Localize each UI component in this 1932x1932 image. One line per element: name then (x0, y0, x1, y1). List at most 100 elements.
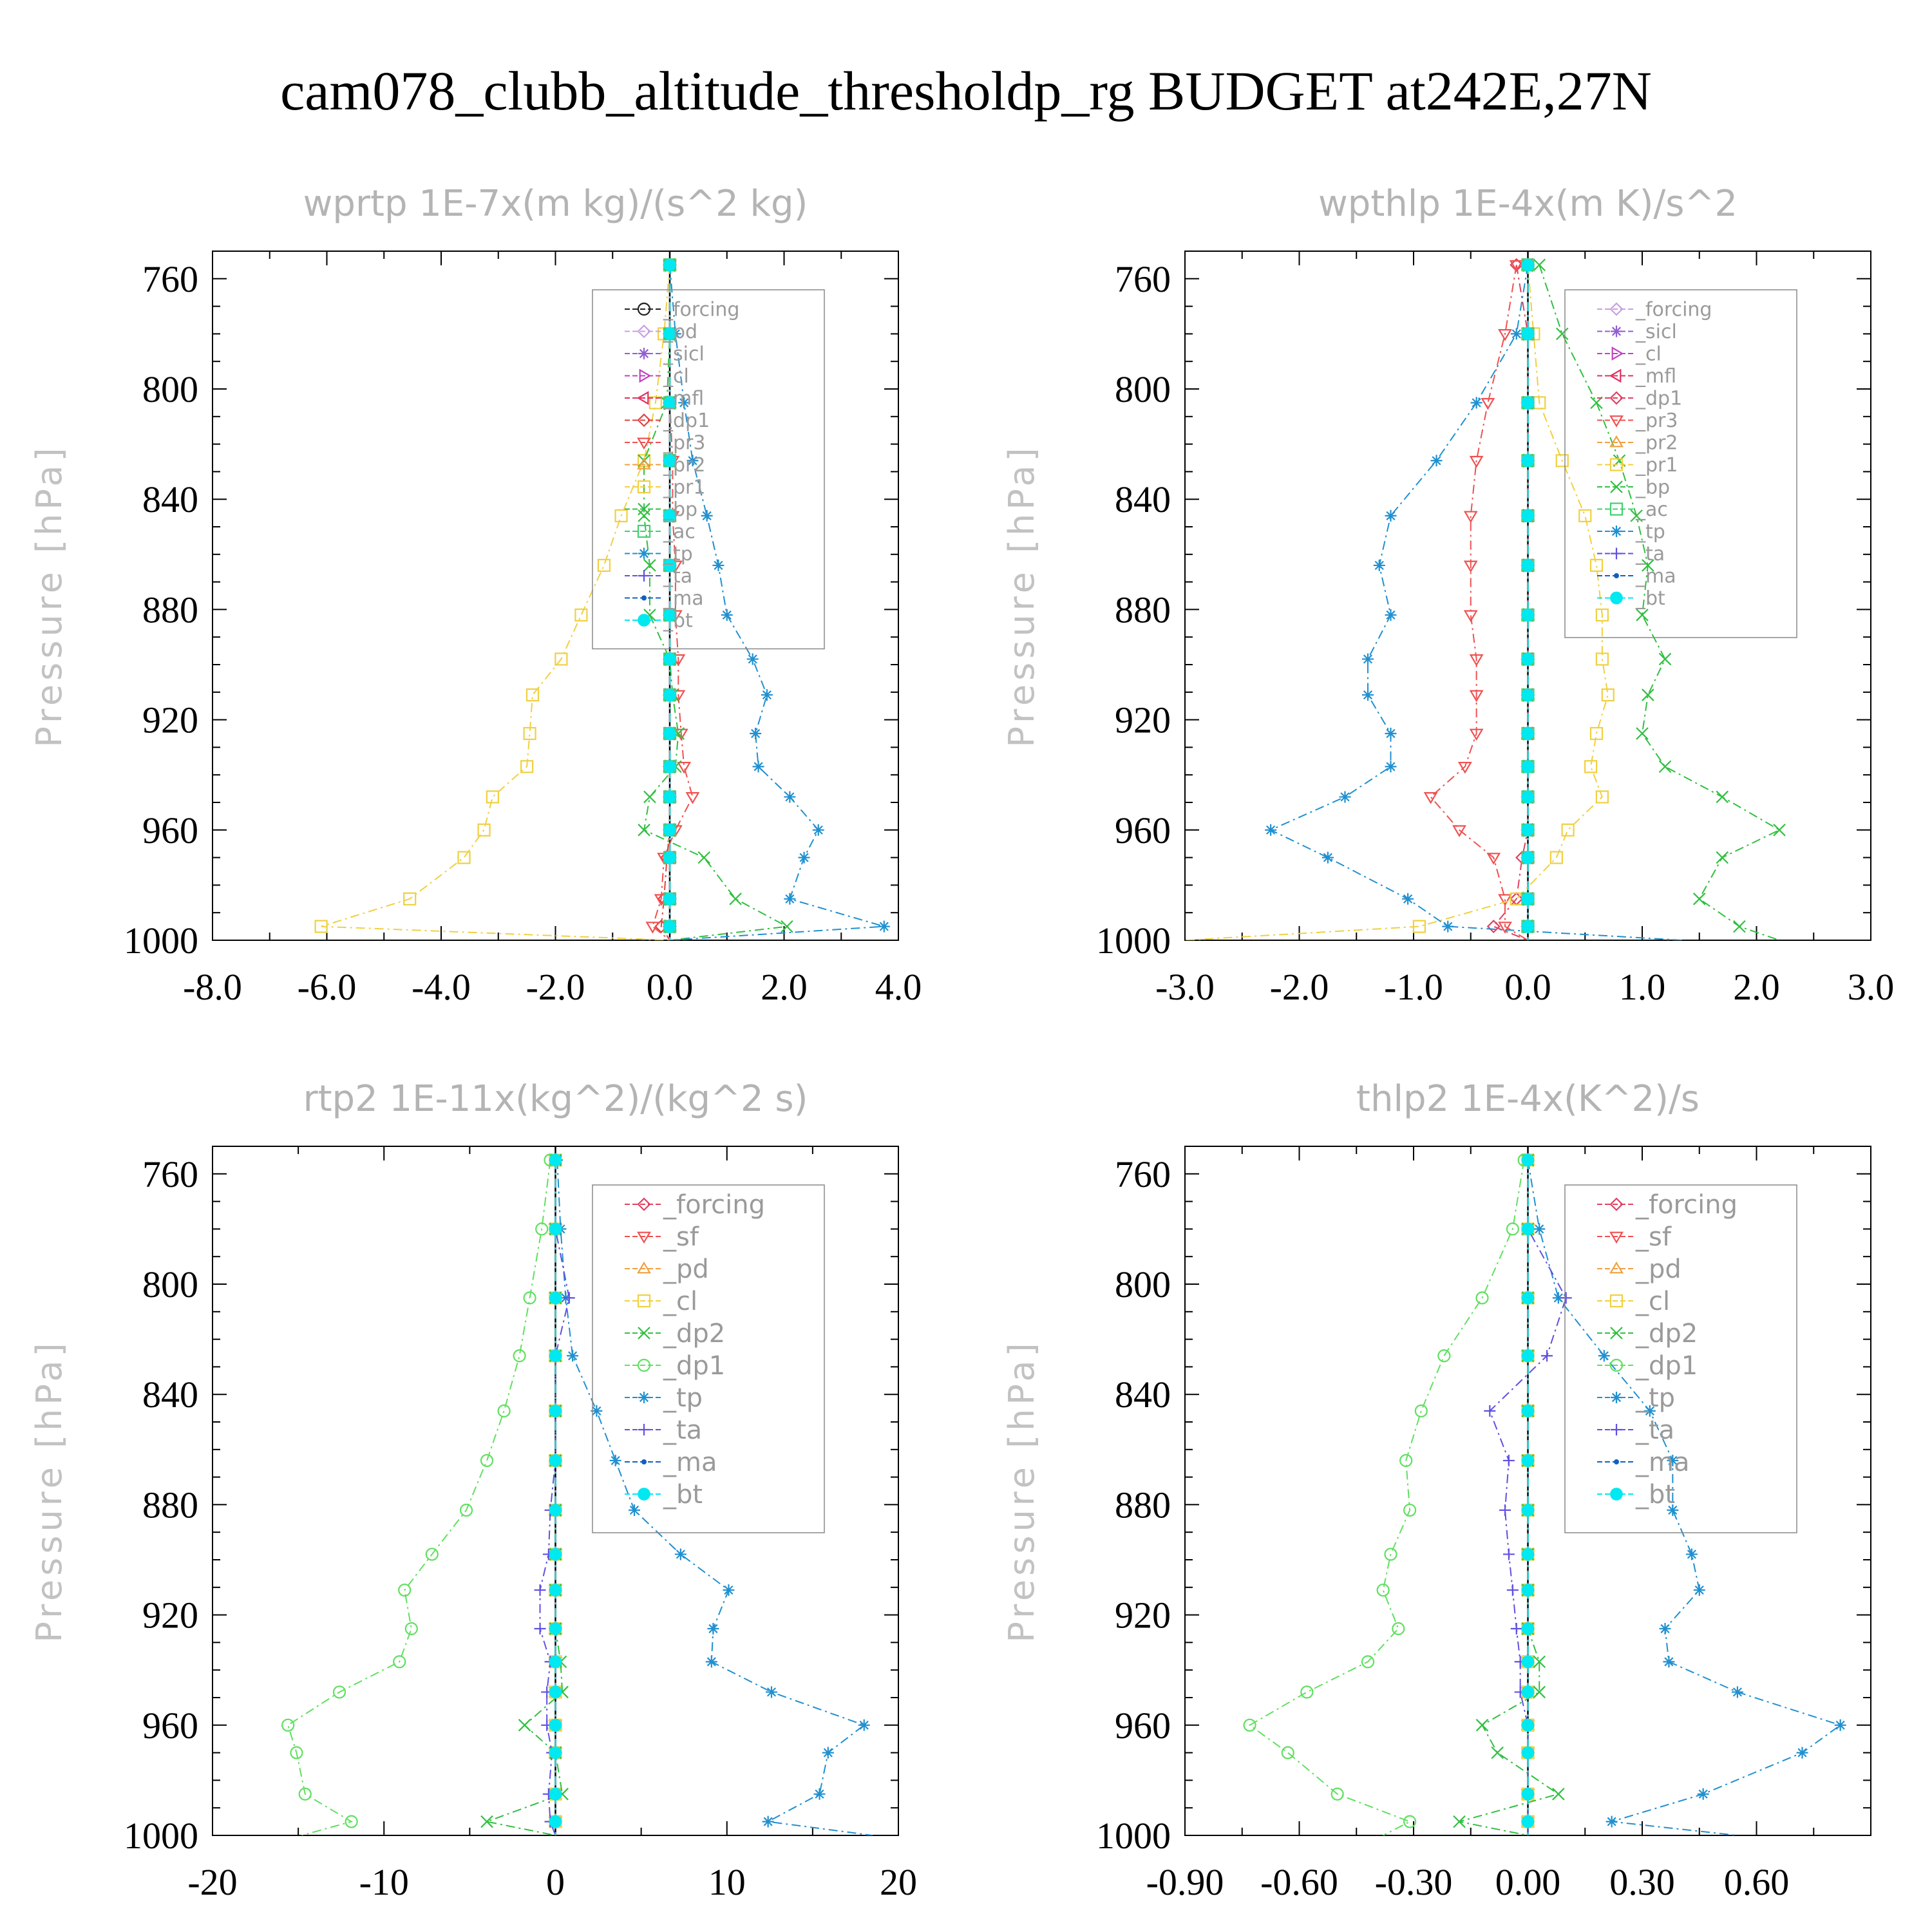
marker-filled-circle (663, 760, 676, 773)
legend-entry: _cl (1597, 1287, 1670, 1316)
marker-diamond (1609, 302, 1624, 316)
y-axis-label: Pressure [hPa] (29, 444, 70, 747)
legend-label: _tp (1635, 521, 1665, 544)
marker-circle (535, 1222, 549, 1236)
marker-square (526, 688, 540, 702)
marker-square (597, 558, 611, 573)
marker-triangle-right (1611, 346, 1624, 361)
marker-triangle-down (1498, 328, 1512, 341)
marker-square (1609, 1294, 1624, 1308)
marker-filled-circle (1521, 1504, 1535, 1517)
marker-plus (1510, 1623, 1522, 1634)
marker-asterisk (750, 728, 762, 739)
marker-triangle-down (637, 437, 651, 450)
data-layer (281, 1153, 873, 1835)
marker-filled-circle (1521, 727, 1535, 740)
y-tick-label: 760 (142, 258, 198, 300)
marker-circle (281, 1718, 295, 1732)
legend-entry: _forcing (1597, 1190, 1738, 1220)
marker-triangle-down (1463, 511, 1478, 524)
y-tick-label: 760 (1115, 258, 1171, 300)
marker-filled-circle (663, 396, 676, 410)
marker-filled-circle (1610, 591, 1623, 605)
legend-entry: _pd (625, 321, 697, 343)
marker-filled-circle (663, 688, 676, 701)
marker-cross (1533, 258, 1546, 272)
legend-label: _cl (1635, 343, 1662, 366)
marker-filled-circle (663, 727, 676, 740)
legend-label: _ac (1635, 498, 1668, 521)
y-tick-label: 880 (1115, 589, 1171, 630)
marker-plus (1560, 1292, 1572, 1304)
marker-asterisk (1834, 1719, 1846, 1731)
y-tick-label: 920 (142, 699, 198, 741)
legend-entry: _ma (625, 587, 704, 610)
marker-filled-circle (549, 1685, 562, 1699)
marker-circle (1437, 1349, 1451, 1363)
marker-cross (1636, 727, 1649, 740)
series-line (652, 265, 694, 940)
marker-square (637, 524, 651, 538)
x-tick-label: 2.0 (761, 966, 808, 1008)
marker-cross (1552, 1788, 1565, 1801)
series-line (1248, 1160, 1525, 1835)
marker-plus (534, 1623, 546, 1634)
marker-square (574, 608, 588, 622)
legend-entry: _ta (625, 1416, 702, 1445)
legend-entry: _tp (1597, 1383, 1675, 1413)
marker-plus (1611, 1424, 1622, 1435)
marker-cross (1733, 920, 1746, 933)
marker-circle (345, 1815, 358, 1828)
y-tick-label: 840 (1115, 1374, 1171, 1416)
legend-label: _bt (663, 1480, 703, 1510)
x-tick-label: -10 (359, 1861, 409, 1903)
y-tick-label: 840 (1115, 478, 1171, 520)
marker-cross (1610, 1327, 1623, 1340)
series-line (1430, 265, 1529, 940)
legend-label: _ta (1635, 1416, 1674, 1445)
marker-plus (1484, 1405, 1496, 1417)
marker-filled-circle (1521, 1685, 1535, 1699)
marker-cross (1475, 1719, 1489, 1732)
legend-label: _bt (1635, 1480, 1675, 1510)
y-tick-label: 920 (1115, 1595, 1171, 1636)
legend-label: _pr1 (1635, 454, 1678, 477)
marker-cross (781, 920, 793, 933)
series-bt (1521, 1153, 1535, 1835)
marker-cross (1533, 1655, 1546, 1669)
legend-label: _forcing (663, 299, 739, 321)
marker-circle (637, 1358, 651, 1372)
marker-circle (1475, 1291, 1489, 1305)
marker-asterisk (813, 1788, 826, 1800)
legend-label: _pd (663, 1255, 709, 1284)
legend-entry: _cl (1597, 343, 1662, 366)
marker-filled-circle (549, 1454, 562, 1467)
legend-entry: _bp (625, 498, 697, 521)
marker-cross (643, 559, 656, 572)
marker-asterisk (1697, 1788, 1709, 1800)
legend-label: _dp1 (1635, 388, 1682, 410)
marker-filled-circle (1521, 1655, 1535, 1669)
legend-entry: _tp (625, 1383, 703, 1413)
series-line (321, 265, 670, 940)
legend-entry: _sf (625, 1222, 699, 1252)
legend-entry: _sicl (625, 343, 705, 366)
figure-title: cam078_clubb_altitude_thresholdp_rg BUDG… (280, 60, 1652, 122)
chart-panel-1: wprtp 1E-7x(m kg)/(s^2 kg) Pressure [hPa]… (29, 183, 922, 1008)
legend-entry: _pr2 (1597, 432, 1678, 455)
marker-triangle-down (1463, 560, 1478, 573)
legend-label: _tp (663, 543, 693, 565)
x-tick-label: -2.0 (1270, 966, 1329, 1008)
marker-square (486, 790, 499, 804)
legend-entry: _mfl (1597, 365, 1676, 388)
marker-cross (638, 509, 650, 522)
marker-asterisk (1385, 509, 1397, 522)
marker-asterisk (674, 1548, 687, 1560)
marker-triangle-down (1609, 1231, 1624, 1244)
x-tick-label: 20 (880, 1861, 917, 1903)
marker-asterisk (1611, 1392, 1622, 1403)
series-bt (663, 258, 676, 940)
x-tick-label: -0.90 (1146, 1861, 1224, 1903)
marker-circle (1414, 1404, 1428, 1417)
chart-panel-4: thlp2 1E-4x(K^2)/s Pressure [hPa] -0.90 -0.… (1001, 1078, 1871, 1903)
